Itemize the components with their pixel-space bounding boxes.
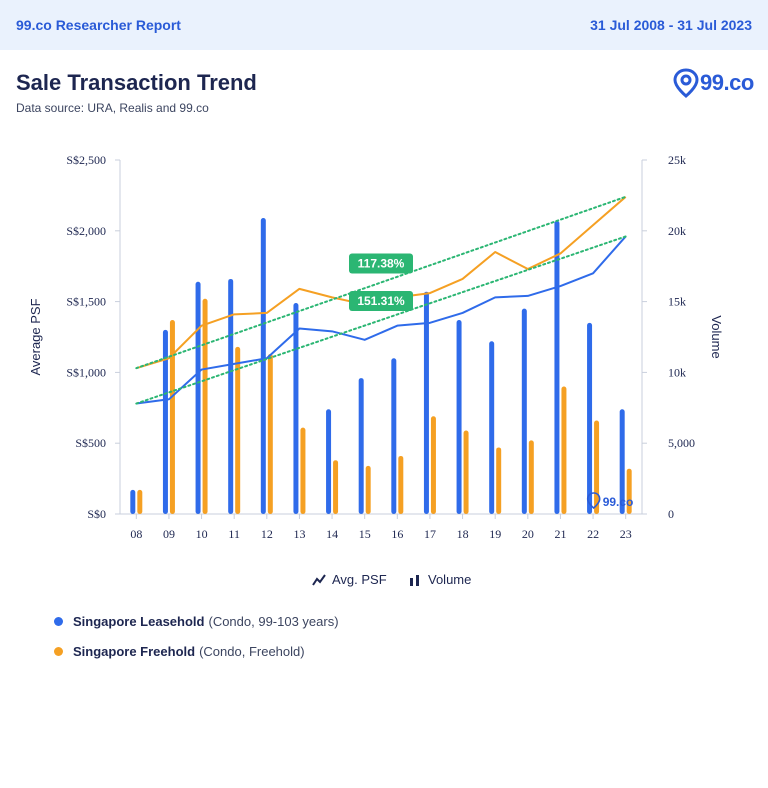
left-tick-label: S$2,000 (66, 224, 106, 238)
volume-bar (260, 218, 266, 514)
right-tick-label: 15k (668, 295, 686, 309)
report-header-bar: 99.co Researcher Report 31 Jul 2008 - 31… (0, 0, 768, 50)
sale-transaction-chart: S$0 S$500 S$1,000 S$1,500 S$2,000 S$2,500 0 5,0… (28, 153, 724, 541)
volume-bar (587, 322, 593, 514)
left-tick-label: S$2,500 (66, 153, 106, 167)
series-legend: Singapore Leasehold (Condo, 99-103 years… (54, 612, 339, 672)
series-legend-item: Singapore Freehold (Condo, Freehold) (54, 642, 339, 660)
volume-bar (423, 291, 429, 514)
date-range: 31 Jul 2008 - 31 Jul 2023 (590, 17, 752, 33)
volume-bar (235, 346, 241, 514)
left-tick-label: S$0 (87, 507, 106, 521)
series-legend-item: Singapore Leasehold (Condo, 99-103 years… (54, 612, 339, 630)
x-tick-label: 19 (489, 527, 501, 541)
logo-pin-icon (673, 68, 699, 98)
volume-bar (489, 341, 495, 514)
x-tick-label: 11 (228, 527, 240, 541)
left-tick-label: S$1,500 (66, 295, 106, 309)
x-tick-label: 15 (359, 527, 371, 541)
x-tick-label: 16 (391, 527, 403, 541)
volume-bar (333, 460, 339, 514)
right-axis-title: Volume (709, 315, 724, 358)
x-tick-label: 14 (326, 527, 338, 541)
series-color-dot (54, 646, 63, 656)
volume-bar (228, 278, 234, 514)
psf-line (136, 235, 627, 405)
volume-bar (619, 409, 625, 514)
x-tick-label: 12 (261, 527, 273, 541)
right-tick-label: 0 (668, 507, 674, 521)
volume-bar (365, 465, 371, 514)
x-tick-label: 20 (522, 527, 534, 541)
volume-bar (554, 220, 560, 514)
left-tick-label: S$1,000 (66, 365, 106, 379)
series-name: Singapore Freehold (73, 643, 196, 659)
volume-bar (358, 378, 364, 514)
legend-avg-psf-label: Avg. PSF (332, 572, 387, 587)
volume-bar (326, 409, 332, 514)
left-axis-title: Average PSF (28, 298, 43, 375)
volume-bar (162, 329, 168, 514)
volume-bar (561, 386, 567, 514)
line-chart-icon (312, 573, 326, 586)
x-tick-label: 23 (620, 527, 632, 541)
volume-bar (195, 281, 201, 514)
volume-bar (456, 320, 462, 514)
series-desc: (Condo, Freehold) (199, 643, 305, 659)
x-tick-label: 21 (554, 527, 566, 541)
trendline-label: 117.38% (358, 256, 405, 270)
trendline (135, 235, 627, 405)
volume-bar (398, 455, 404, 514)
volume-bar (496, 447, 502, 514)
x-tick-label: 18 (457, 527, 469, 541)
logo-text: 99.co (700, 70, 754, 95)
right-tick-label: 20k (668, 224, 686, 238)
series-name: Singapore Leasehold (73, 613, 205, 629)
volume-bar (463, 430, 469, 514)
series-desc: (Condo, 99-103 years) (208, 613, 339, 629)
watermark-text: 99.co (603, 495, 634, 509)
trendline-badge (349, 253, 413, 274)
volume-bar (169, 320, 175, 514)
right-tick-label: 10k (668, 365, 686, 379)
report-brand: 99.co Researcher Report (16, 17, 181, 33)
trendline-label: 151.31% (357, 294, 405, 308)
volume-bar (391, 358, 397, 514)
x-tick-label: 17 (424, 527, 436, 541)
x-tick-label: 22 (587, 527, 599, 541)
volume-bar (594, 420, 600, 514)
legend-volume-label: Volume (428, 572, 472, 587)
legend-volume[interactable]: Volume (408, 572, 471, 587)
volume-bar (267, 353, 273, 514)
trendline (135, 195, 627, 370)
volume-bar (430, 416, 436, 514)
watermark-pin-icon (586, 492, 601, 510)
volume-bar (300, 427, 306, 514)
data-source: Data source: URA, Realis and 99.co (16, 101, 209, 115)
volume-bar (130, 489, 136, 514)
volume-bar (528, 440, 534, 514)
volume-bar (137, 489, 143, 514)
volume-bar (626, 468, 632, 514)
legend-avg-psf[interactable]: Avg. PSF (312, 572, 387, 587)
series-color-dot (54, 616, 63, 626)
volume-bar (202, 298, 208, 514)
x-tick-label: 08 (130, 527, 142, 541)
chart-title: Sale Transaction Trend (16, 70, 257, 95)
right-tick-label: 25k (668, 153, 686, 167)
right-tick-label: 5,000 (668, 436, 695, 450)
x-tick-label: 10 (196, 527, 208, 541)
volume-bar (293, 303, 299, 514)
volume-bar (521, 308, 527, 514)
chart-legend: Avg. PSF Volume (0, 572, 768, 592)
bar-chart-icon (410, 574, 419, 586)
left-tick-label: S$500 (75, 436, 106, 450)
trendline-badge (349, 291, 413, 312)
x-tick-label: 13 (293, 527, 305, 541)
x-tick-label: 09 (163, 527, 175, 541)
